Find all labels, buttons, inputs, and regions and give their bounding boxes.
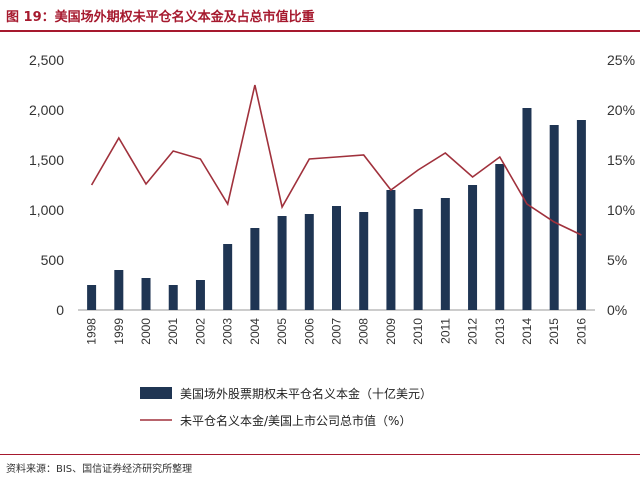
x-tick-label: 2010 <box>411 318 425 345</box>
x-tick-label: 2003 <box>221 318 235 345</box>
legend-bar-label: 美国场外股票期权未平仓名义本金（十亿美元） <box>180 386 432 401</box>
y2-tick-label: 15% <box>607 152 635 168</box>
right-axis: 0% 5% 10% 15% 20% 25% <box>607 52 635 318</box>
y2-tick-label: 20% <box>607 102 635 118</box>
bar <box>87 285 97 310</box>
legend: 美国场外股票期权未平仓名义本金（十亿美元） 未平仓名义本金/美国上市公司总市值（… <box>140 386 432 428</box>
x-tick-label: 2012 <box>466 318 480 345</box>
x-tick-label: 2011 <box>438 318 452 344</box>
chart-area: 0 500 1,000 1,500 2,000 2,500 0% 5% 10% 15% 20% 25… <box>29 52 635 428</box>
y-tick-label: 0 <box>56 302 64 318</box>
bar <box>195 280 205 310</box>
bar <box>386 190 396 310</box>
x-tick-label: 1999 <box>112 318 126 345</box>
bar <box>250 228 260 310</box>
y-tick-label: 1,500 <box>29 152 64 168</box>
x-tick-label: 2015 <box>547 318 561 345</box>
x-tick-label: 2001 <box>166 318 180 345</box>
bar <box>168 285 178 310</box>
x-tick-label: 2016 <box>574 318 588 345</box>
bar <box>332 206 341 310</box>
bar <box>468 185 478 310</box>
bar <box>576 120 586 310</box>
x-axis: 1998 1999 2000 2001 2002 2003 2004 2005 2006 2007… <box>85 318 589 345</box>
bar <box>440 198 450 310</box>
source-bar: 资料来源：BIS、国信证券经济研究所整理 <box>0 454 640 481</box>
x-tick-label: 2009 <box>384 318 398 345</box>
bar <box>359 212 369 310</box>
x-tick-label: 2013 <box>493 318 507 345</box>
x-tick-label: 2004 <box>248 318 262 345</box>
bar <box>114 270 124 310</box>
x-tick-label: 2005 <box>275 318 289 345</box>
bar <box>141 278 151 310</box>
bar <box>277 216 287 310</box>
x-tick-label: 1998 <box>85 318 99 345</box>
x-tick-label: 2006 <box>302 318 316 345</box>
left-axis: 0 500 1,000 1,500 2,000 2,500 <box>29 52 64 318</box>
y-tick-label: 2,000 <box>29 102 64 118</box>
legend-line-label: 未平仓名义本金/美国上市公司总市值（%） <box>180 413 411 428</box>
source-note: 资料来源：BIS、国信证券经济研究所整理 <box>6 464 193 475</box>
bar-series <box>87 108 586 310</box>
y2-tick-label: 0% <box>607 302 627 318</box>
x-tick-label: 2002 <box>193 318 207 345</box>
y-tick-label: 1,000 <box>29 202 64 218</box>
legend-bar-swatch <box>140 387 172 399</box>
line-series <box>90 84 582 236</box>
bar <box>549 125 559 310</box>
y-tick-label: 500 <box>41 252 65 268</box>
bar <box>413 209 423 310</box>
x-tick-label: 2008 <box>357 318 371 345</box>
y2-tick-label: 25% <box>607 52 635 68</box>
x-tick-label: 2000 <box>139 318 153 345</box>
bar <box>223 244 233 310</box>
bar <box>304 214 314 310</box>
bar <box>495 164 505 310</box>
y-tick-label: 2,500 <box>29 52 64 68</box>
title-bar: 图 19：美国场外期权未平仓名义本金及占总市值比重 <box>0 0 640 32</box>
x-tick-label: 2007 <box>330 318 344 345</box>
y2-tick-label: 10% <box>607 202 635 218</box>
chart-title: 图 19：美国场外期权未平仓名义本金及占总市值比重 <box>6 10 315 25</box>
y2-tick-label: 5% <box>607 252 627 268</box>
x-tick-label: 2014 <box>520 318 534 345</box>
bar <box>522 108 532 310</box>
